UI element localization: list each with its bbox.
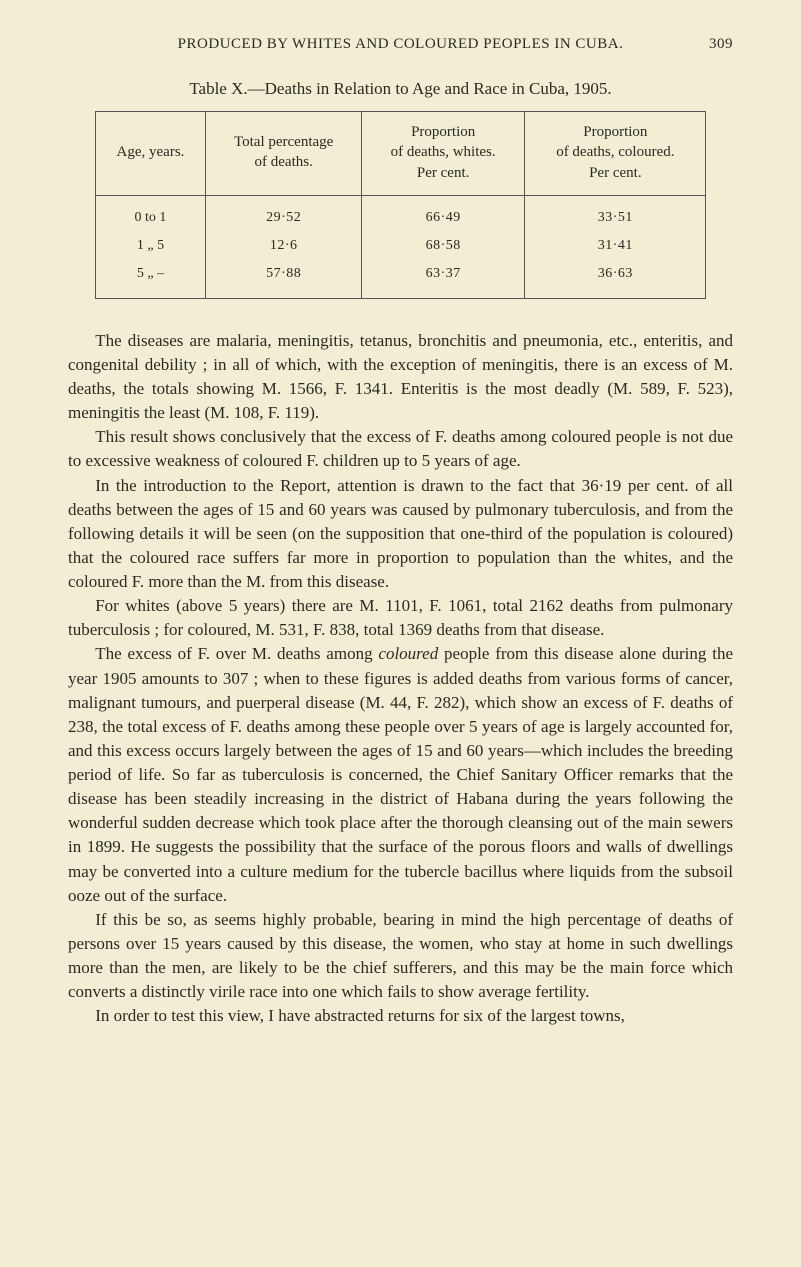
paragraph: The diseases are malaria, meningitis, te… [68, 329, 733, 426]
table-row: 0 to 1 29·52 66·49 33·51 [96, 196, 706, 232]
cell-age: 1 „ 5 [96, 232, 206, 260]
page: PRODUCED BY WHITES AND COLOURED PEOPLES … [0, 0, 801, 1267]
cell-total: 12·6 [205, 232, 361, 260]
paragraph: The excess of F. over M. deaths among co… [68, 642, 733, 907]
cell-age: 5 „ – [96, 260, 206, 298]
paragraph: This result shows conclusively that the … [68, 425, 733, 473]
cell-coloured: 36·63 [524, 260, 705, 298]
paragraph: If this be so, as seems highly probable,… [68, 908, 733, 1005]
cell-total: 57·88 [205, 260, 361, 298]
body-text: The diseases are malaria, meningitis, te… [68, 329, 733, 1029]
cell-coloured: 33·51 [524, 196, 705, 232]
cell-age: 0 to 1 [96, 196, 206, 232]
deaths-table: Age, years. Total percentageof deaths. P… [95, 111, 707, 299]
col-header-coloured: Proportionof deaths, coloured.Per cent. [524, 112, 705, 196]
cell-whites: 63·37 [361, 260, 524, 298]
table-row: 5 „ – 57·88 63·37 36·63 [96, 260, 706, 298]
col-header-total: Total percentageof deaths. [205, 112, 361, 196]
running-head-line: PRODUCED BY WHITES AND COLOURED PEOPLES … [68, 36, 733, 53]
page-number: 309 [709, 36, 733, 53]
col-header-whites: Proportionof deaths, whites.Per cent. [361, 112, 524, 196]
paragraph: In the introduction to the Report, atten… [68, 474, 733, 595]
cell-coloured: 31·41 [524, 232, 705, 260]
cell-whites: 68·58 [361, 232, 524, 260]
paragraph: For whites (above 5 years) there are M. … [68, 594, 733, 642]
table-caption: Table X.—Deaths in Relation to Age and R… [68, 79, 733, 99]
table-row: 1 „ 5 12·6 68·58 31·41 [96, 232, 706, 260]
table-header-row: Age, years. Total percentageof deaths. P… [96, 112, 706, 196]
cell-total: 29·52 [205, 196, 361, 232]
paragraph: In order to test this view, I have abstr… [68, 1004, 733, 1028]
running-head: PRODUCED BY WHITES AND COLOURED PEOPLES … [178, 36, 624, 53]
cell-whites: 66·49 [361, 196, 524, 232]
col-header-age: Age, years. [96, 112, 206, 196]
italic-word: coloured [378, 644, 438, 663]
